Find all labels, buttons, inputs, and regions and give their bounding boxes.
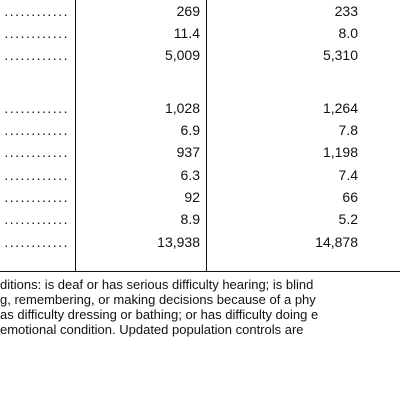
dot-leader: ............ [4, 144, 69, 160]
cell-value: 1,264 [322, 100, 358, 116]
column-divider [75, 0, 76, 272]
cell-value: 7.4 [338, 167, 358, 183]
dot-leader: ............ [4, 100, 69, 116]
table-row: ............ 5,009 5,310 [0, 47, 400, 69]
dot-leader: ............ [4, 189, 69, 205]
column-divider [206, 0, 207, 272]
table-row: ............ 8.9 5.2 [0, 211, 400, 233]
table-row: ............ 6.3 7.4 [0, 167, 400, 189]
dot-leader: ............ [4, 211, 69, 227]
footnote-line: emotional condition. Updated population … [0, 322, 304, 337]
cell-value: 269 [176, 3, 200, 19]
table-row: ............ 92 66 [0, 189, 400, 211]
cell-value: 937 [176, 144, 200, 160]
data-table: ............ 269 233 ............ 11.4 8… [0, 0, 400, 272]
cell-value: 13,938 [157, 234, 200, 250]
cell-value: 7.8 [338, 122, 358, 138]
dot-leader: ............ [4, 234, 69, 250]
dot-leader: ............ [4, 25, 69, 41]
table-row: ............ 11.4 8.0 [0, 25, 400, 47]
dot-leader: ............ [4, 47, 69, 63]
cell-value: 233 [334, 3, 358, 19]
dot-leader: ............ [4, 167, 69, 183]
table-row: ............ 269 233 [0, 3, 400, 25]
footnote-line: ditions: is deaf or has serious difficul… [0, 277, 314, 292]
table-row: ............ 1,028 1,264 [0, 100, 400, 122]
dot-leader: ............ [4, 3, 69, 19]
footnote-line: as difficulty dressing or bathing; or ha… [0, 307, 319, 322]
table-row: ............ 13,938 14,878 [0, 234, 400, 256]
cell-value: 5,009 [164, 47, 200, 63]
cell-value: 14,878 [315, 234, 358, 250]
cell-value: 8.9 [180, 211, 200, 227]
cell-value: 1,028 [164, 100, 200, 116]
cell-value: 11.4 [173, 25, 200, 41]
cell-value: 6.9 [180, 122, 200, 138]
cell-value: 1,198 [322, 144, 358, 160]
table-row: ............ 937 1,198 [0, 144, 400, 166]
footnote: ditions: is deaf or has serious difficul… [0, 277, 400, 337]
cell-value: 6.3 [180, 167, 200, 183]
table-bottom-rule [0, 271, 400, 272]
cell-value: 92 [184, 189, 200, 205]
cell-value: 66 [342, 189, 358, 205]
footnote-line: g, remembering, or making decisions beca… [0, 292, 316, 307]
cell-value: 5.2 [338, 211, 358, 227]
table-row: ............ 6.9 7.8 [0, 122, 400, 144]
dot-leader: ............ [4, 122, 69, 138]
cell-value: 5,310 [322, 47, 358, 63]
cell-value: 8.0 [338, 25, 358, 41]
